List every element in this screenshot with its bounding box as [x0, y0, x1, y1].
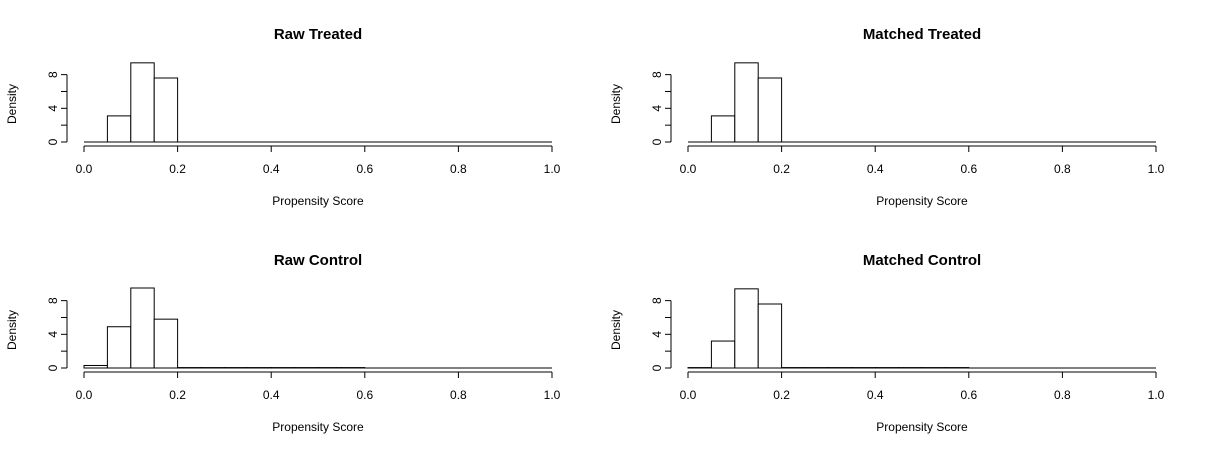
- raw-treated-x-tick-label-0: 0.0: [76, 162, 93, 176]
- raw-treated-x-tick-label-5: 1.0: [544, 162, 561, 176]
- matched-treated-x-tick-label-5: 1.0: [1148, 162, 1165, 176]
- raw-control-x-tick-label-4: 0.8: [450, 388, 467, 402]
- matched-control-x-tick-label-3: 0.6: [960, 388, 977, 402]
- matched-control-bar-1: [710, 340, 736, 369]
- raw-control-y-tick-label-0: 0: [46, 364, 60, 371]
- matched-control-panel: Matched Control 0.0 0.2 0.4 0.6 0.8 1.0 Propens…: [609, 252, 1165, 434]
- raw-control-bar-3: [153, 318, 179, 369]
- raw-treated-y-tick-label-1: 4: [46, 105, 60, 112]
- raw-treated-x-axis-label: Propensity Score: [272, 194, 364, 208]
- matched-control-x-tick-label-1: 0.2: [773, 388, 790, 402]
- raw-treated-y-tick-label-0: 0: [46, 138, 60, 145]
- raw-control-bar-2: [130, 287, 155, 369]
- matched-treated-panel: Matched Treated 0.0 0.2 0.4 0.6 0.8 1.0 Propens…: [609, 26, 1165, 208]
- raw-control-x-tick-label-5: 1.0: [544, 388, 561, 402]
- matched-treated-x-tick-label-0: 0.0: [680, 162, 697, 176]
- matched-control-y-tick-label-2: 8: [650, 297, 664, 304]
- matched-treated-bar-1: [734, 62, 759, 143]
- matched-treated-bar-2: [757, 77, 783, 143]
- matched-control-y-axis-label: Density: [609, 310, 623, 350]
- raw-control-bar-1: [106, 326, 132, 369]
- matched-treated-x-tick-label-1: 0.2: [773, 162, 790, 176]
- matched-control-bar-3: [757, 303, 783, 369]
- raw-treated-x-tick-label-3: 0.6: [356, 162, 373, 176]
- raw-treated-panel: Raw Treated 0.0 0.2 0.4 0.6 0.8 1.0 Propensity …: [5, 26, 561, 208]
- matched-control-bar-2: [734, 288, 759, 369]
- raw-control-y-axis-label: Density: [5, 310, 19, 350]
- matched-control-y-tick-label-1: 4: [650, 331, 664, 338]
- raw-control-x-tick-label-1: 0.2: [169, 388, 186, 402]
- matched-control-y-tick-label-0: 0: [650, 364, 664, 371]
- matched-treated-y-tick-label-2: 8: [650, 71, 664, 78]
- raw-treated-bar-1: [130, 62, 155, 143]
- raw-treated-x-tick-label-2: 0.4: [263, 162, 280, 176]
- raw-treated-bar-0: [106, 115, 132, 143]
- matched-treated-title: Matched Treated: [863, 26, 981, 43]
- matched-treated-y-tick-label-0: 0: [650, 138, 664, 145]
- raw-control-x-axis-label: Propensity Score: [272, 420, 364, 434]
- raw-treated-y-axis-label: Density: [5, 84, 19, 124]
- raw-control-title: Raw Control: [274, 252, 362, 269]
- raw-control-y-tick-label-2: 8: [46, 297, 60, 304]
- matched-treated-bar-0: [710, 115, 736, 143]
- matched-treated-x-axis-label: Propensity Score: [876, 194, 968, 208]
- raw-treated-bar-2: [153, 77, 179, 143]
- matched-control-title: Matched Control: [863, 252, 981, 269]
- matched-control-x-tick-label-2: 0.4: [867, 388, 884, 402]
- raw-control-x-tick-label-3: 0.6: [356, 388, 373, 402]
- raw-treated-x-tick-label-1: 0.2: [169, 162, 186, 176]
- raw-control-x-tick-label-0: 0.0: [76, 388, 93, 402]
- matched-treated-y-axis-label: Density: [609, 84, 623, 124]
- raw-control-panel: Raw Control 0.0 0.2 0.4 0.6 0.8 1.0 Propensity …: [5, 252, 561, 434]
- raw-control-y-tick-label-1: 4: [46, 331, 60, 338]
- matched-treated-y-tick-label-1: 4: [650, 105, 664, 112]
- raw-treated-x-tick-label-4: 0.8: [450, 162, 467, 176]
- matched-control-x-tick-label-4: 0.8: [1054, 388, 1071, 402]
- matched-treated-x-tick-label-2: 0.4: [867, 162, 884, 176]
- matched-treated-x-tick-label-3: 0.6: [960, 162, 977, 176]
- raw-control-x-tick-label-2: 0.4: [263, 388, 280, 402]
- matched-control-x-axis-label: Propensity Score: [876, 420, 968, 434]
- matched-control-x-tick-label-0: 0.0: [680, 388, 697, 402]
- raw-treated-y-tick-label-2: 8: [46, 71, 60, 78]
- matched-treated-x-tick-label-4: 0.8: [1054, 162, 1071, 176]
- raw-treated-title: Raw Treated: [274, 26, 362, 43]
- matched-control-x-tick-label-5: 1.0: [1148, 388, 1165, 402]
